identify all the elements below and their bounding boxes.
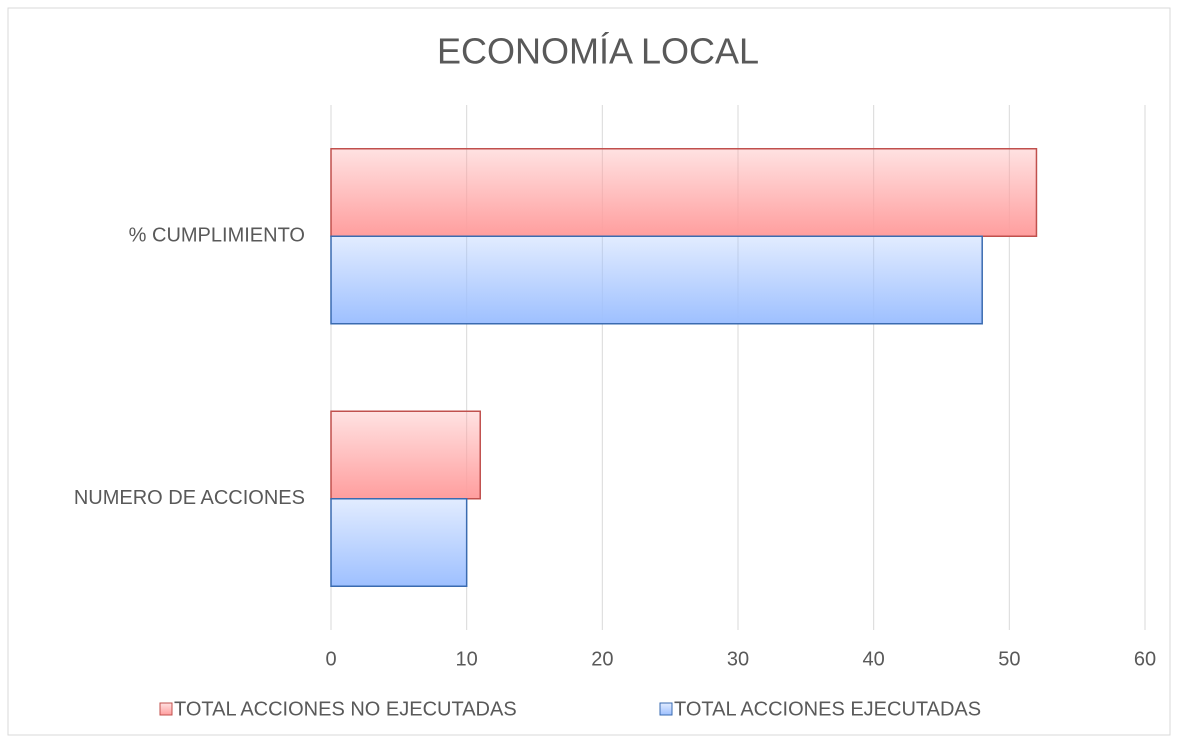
x-tick-label: 60	[1134, 648, 1156, 670]
legend-swatch	[159, 702, 173, 716]
x-tick-label: 20	[591, 648, 613, 670]
x-tick-label: 0	[325, 648, 336, 670]
x-tick-label: 30	[727, 648, 749, 670]
y-tick-label: NUMERO DE ACCIONES	[74, 487, 305, 509]
bar	[330, 235, 983, 325]
y-tick-label: % CUMPLIMIENTO	[129, 225, 305, 247]
legend-swatch	[659, 702, 673, 716]
bar	[330, 498, 468, 587]
legend-label: TOTAL ACCIONES NO EJECUTADAS	[174, 698, 517, 720]
chart-frame	[7, 7, 1171, 736]
x-tick-label: 40	[863, 648, 885, 670]
bar	[330, 148, 1038, 237]
x-tick-label: 50	[998, 648, 1020, 670]
chart-title: ECONOMÍA LOCAL	[437, 31, 759, 72]
bar	[330, 410, 481, 500]
legend-label: TOTAL ACCIONES EJECUTADAS	[674, 698, 981, 720]
x-tick-label: 10	[456, 648, 478, 670]
